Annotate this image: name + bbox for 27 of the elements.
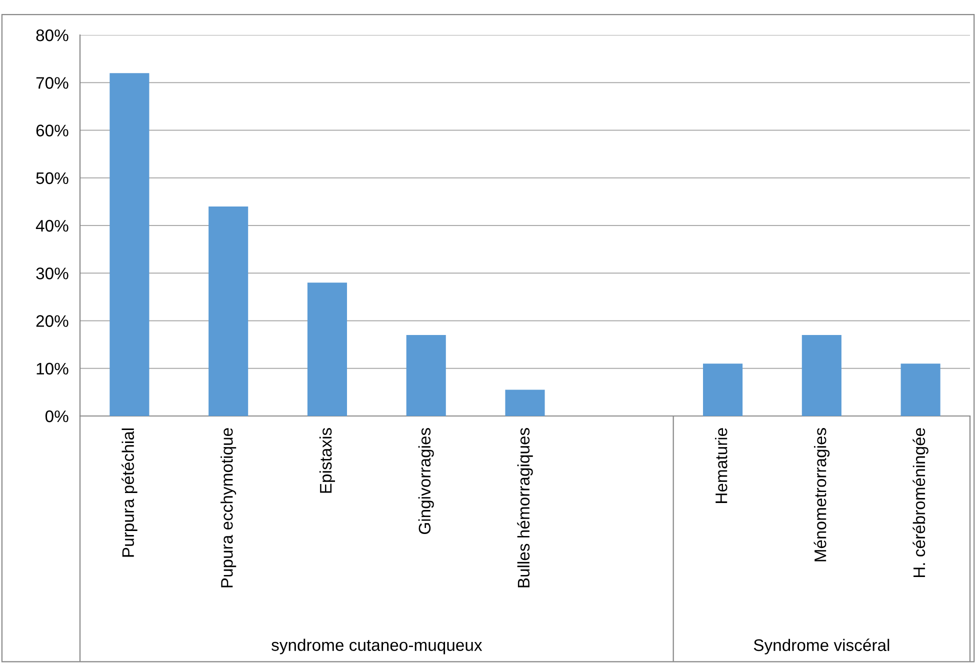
bar xyxy=(307,282,347,416)
x-tick-label: Hematurie xyxy=(715,428,728,503)
y-tick-label: 10% xyxy=(36,362,68,375)
bar xyxy=(900,364,940,416)
y-tick-label: 40% xyxy=(36,220,68,232)
y-tick-label: 70% xyxy=(36,77,68,89)
x-tick-label: Gingivorragies xyxy=(418,428,434,534)
text: Syndrome viscéral xyxy=(754,638,890,654)
x-tick-label: Pupura ecchymotique xyxy=(220,428,236,588)
text: syndrome cutaneo-muqueux xyxy=(272,638,482,654)
bar xyxy=(208,206,248,416)
x-tick-label: H. cérébroméningée xyxy=(912,428,928,578)
x-tick-label: Ménometrorragies xyxy=(814,428,830,562)
x-tick-label: Epistaxis xyxy=(319,428,335,493)
y-tick-label: 50% xyxy=(36,172,68,184)
bar xyxy=(802,335,842,416)
bar xyxy=(406,335,446,416)
bar xyxy=(505,390,545,416)
bar xyxy=(703,364,743,416)
y-tick-label: 20% xyxy=(36,315,68,327)
bar xyxy=(110,73,150,416)
y-tick-label: 80% xyxy=(36,29,68,42)
y-tick-label: 60% xyxy=(36,124,68,136)
y-tick-label: 0% xyxy=(45,410,68,422)
x-tick-label: Purpura pétéchial xyxy=(122,428,138,557)
x-tick-label: Bulles hémorragiques xyxy=(517,428,533,588)
y-tick-label: 30% xyxy=(36,268,68,280)
